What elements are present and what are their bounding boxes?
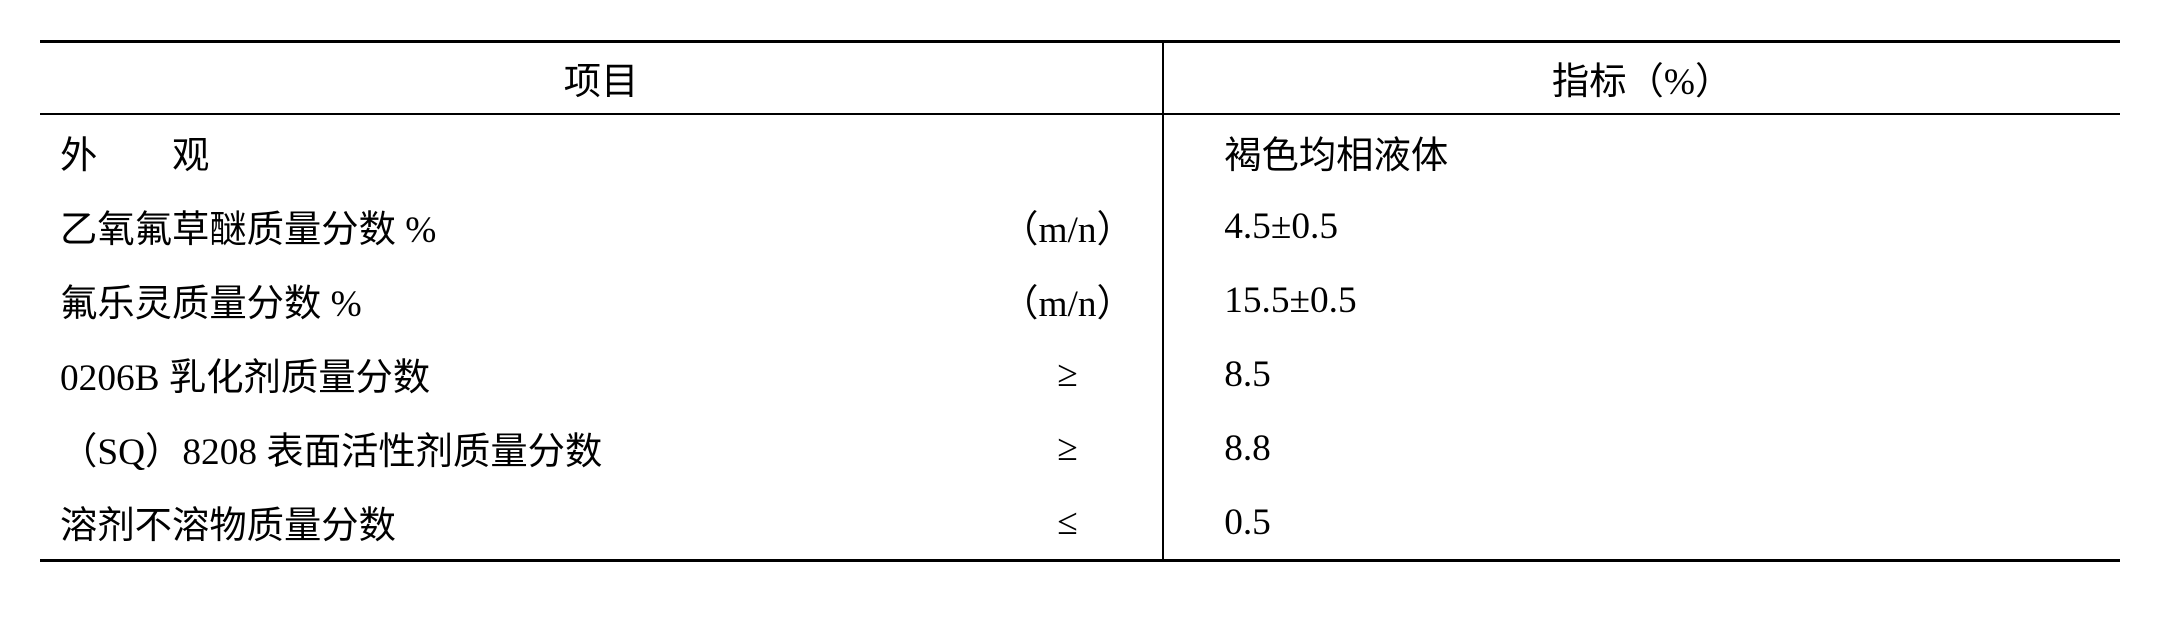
- row-value: 褐色均相液体: [1163, 114, 2120, 189]
- header-item-left: 项目: [40, 42, 1163, 115]
- row-op: （m/n）: [997, 263, 1163, 337]
- table-row: 外 观 褐色均相液体: [40, 114, 2120, 189]
- row-op: ≤: [997, 485, 1163, 561]
- header-item-right: 指标（%）: [1163, 42, 2120, 115]
- table-body: 外 观 褐色均相液体 乙氧氟草醚质量分数 % （m/n） 4.5±0.5 氟乐灵…: [40, 114, 2120, 561]
- table-header-row: 项目 指标（%）: [40, 42, 2120, 115]
- table-row: 氟乐灵质量分数 % （m/n） 15.5±0.5: [40, 263, 2120, 337]
- row-op: [997, 114, 1163, 189]
- row-label: （SQ）8208 表面活性剂质量分数: [40, 411, 997, 485]
- row-value: 0.5: [1163, 485, 2120, 561]
- row-op: ≥: [997, 411, 1163, 485]
- row-value: 4.5±0.5: [1163, 189, 2120, 263]
- row-value: 15.5±0.5: [1163, 263, 2120, 337]
- row-value: 8.5: [1163, 337, 2120, 411]
- row-op: ≥: [997, 337, 1163, 411]
- table-row: 乙氧氟草醚质量分数 % （m/n） 4.5±0.5: [40, 189, 2120, 263]
- row-label: 外 观: [40, 114, 997, 189]
- row-op: （m/n）: [997, 189, 1163, 263]
- row-label: 氟乐灵质量分数 %: [40, 263, 997, 337]
- table-row: 0206B 乳化剂质量分数 ≥ 8.5: [40, 337, 2120, 411]
- spec-table: 项目 指标（%） 外 观 褐色均相液体 乙氧氟草醚质量分数 % （m/n） 4.…: [40, 40, 2120, 562]
- row-value: 8.8: [1163, 411, 2120, 485]
- row-label: 乙氧氟草醚质量分数 %: [40, 189, 997, 263]
- row-label: 溶剂不溶物质量分数: [40, 485, 997, 561]
- table-row: （SQ）8208 表面活性剂质量分数 ≥ 8.8: [40, 411, 2120, 485]
- spec-table-container: 项目 指标（%） 外 观 褐色均相液体 乙氧氟草醚质量分数 % （m/n） 4.…: [40, 40, 2120, 562]
- row-label: 0206B 乳化剂质量分数: [40, 337, 997, 411]
- table-row: 溶剂不溶物质量分数 ≤ 0.5: [40, 485, 2120, 561]
